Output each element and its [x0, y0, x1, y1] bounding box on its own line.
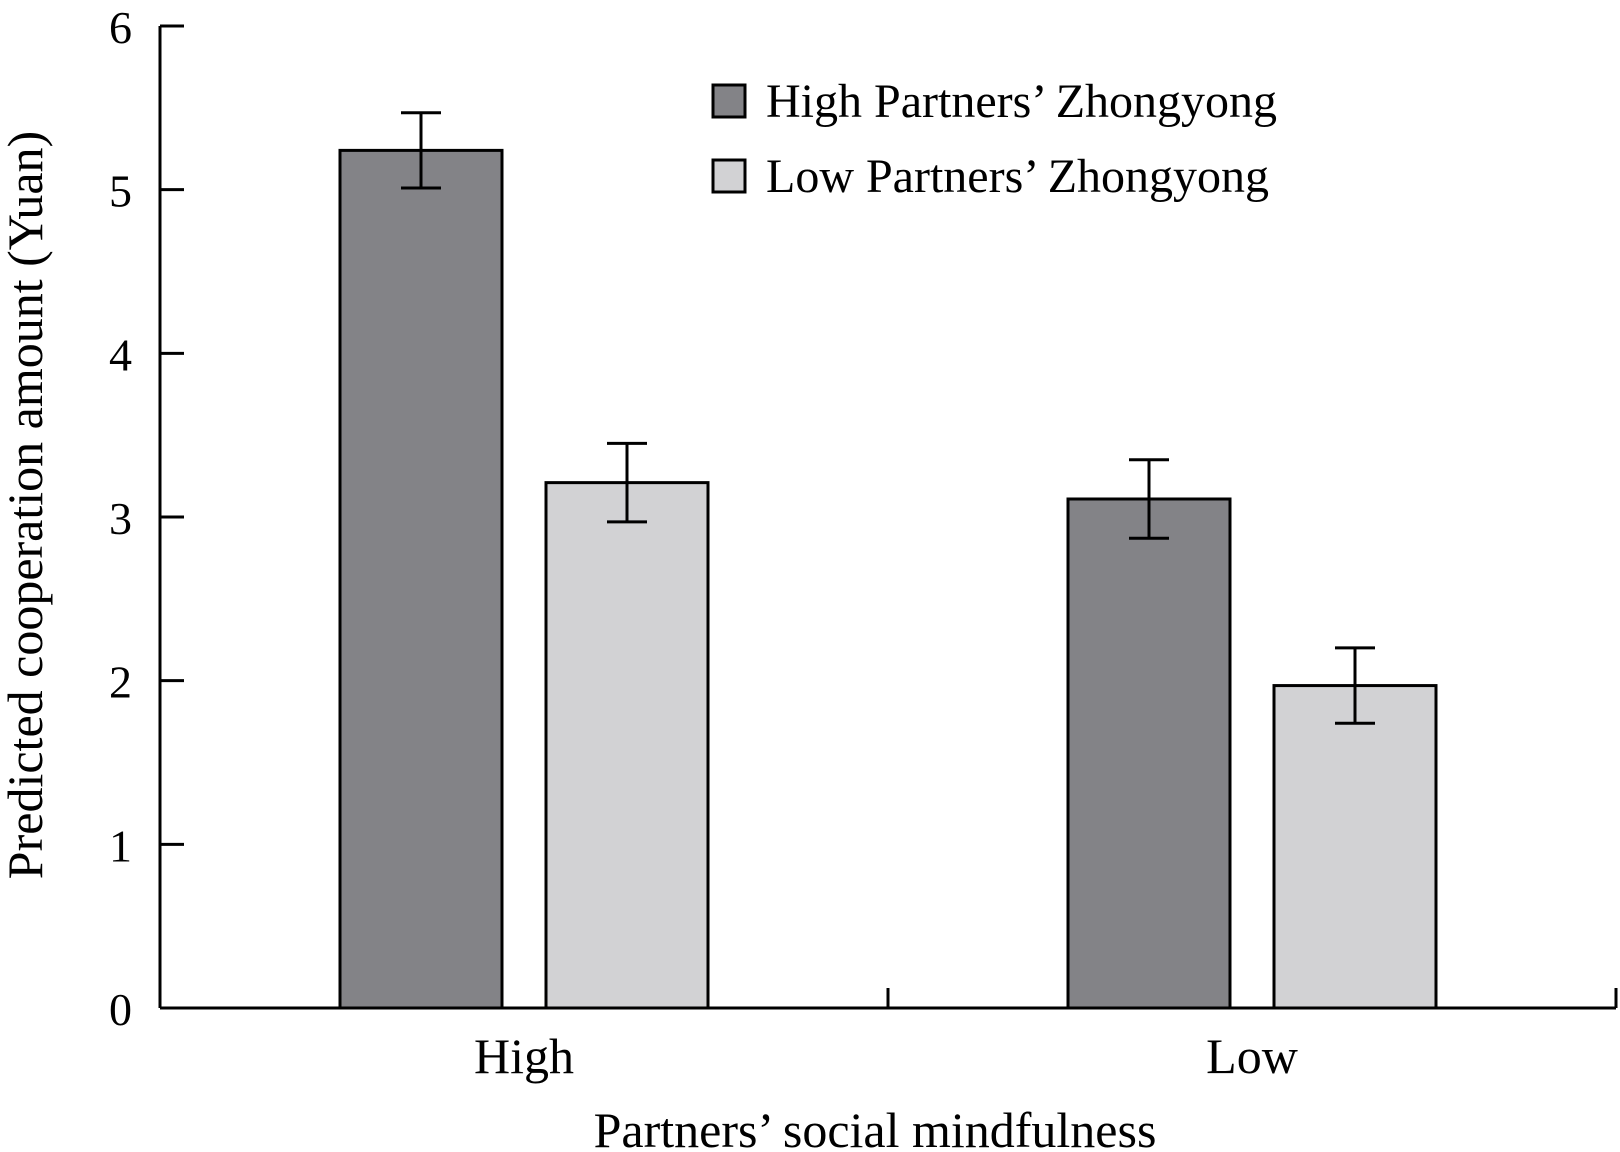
y-tick-label: 4: [109, 329, 132, 380]
error-bars: [401, 111, 1375, 725]
bar: [1272, 684, 1438, 1010]
y-tick-label: 0: [109, 984, 132, 1035]
y-tick-label: 3: [109, 493, 132, 544]
y-axis-title: Predicted cooperation amount (Yuan): [0, 131, 53, 879]
y-axis: 0 1 2 3 4 5 6: [109, 2, 184, 1035]
y-tick-label: 1: [109, 820, 132, 871]
x-tick-label: Low: [1206, 1028, 1298, 1084]
x-axis-title: Partners’ social mindfulness: [594, 1102, 1157, 1152]
bar: [338, 148, 504, 1010]
legend-label: High Partners’ Zhongyong: [766, 75, 1277, 128]
legend-swatch: [711, 158, 747, 194]
legend-swatch: [711, 83, 747, 119]
bar: [1066, 497, 1232, 1010]
bars: [338, 148, 1438, 1010]
y-tick-label: 5: [109, 166, 132, 217]
legend: High Partners’ Zhongyong Low Partners’ Zh…: [711, 75, 1277, 203]
y-tick-label: 2: [109, 657, 132, 708]
y-tick-label: 6: [109, 2, 132, 53]
category-labels: High Low: [474, 1028, 1298, 1084]
x-tick-label: High: [474, 1028, 574, 1084]
legend-label: Low Partners’ Zhongyong: [766, 150, 1269, 203]
bar: [544, 481, 710, 1010]
